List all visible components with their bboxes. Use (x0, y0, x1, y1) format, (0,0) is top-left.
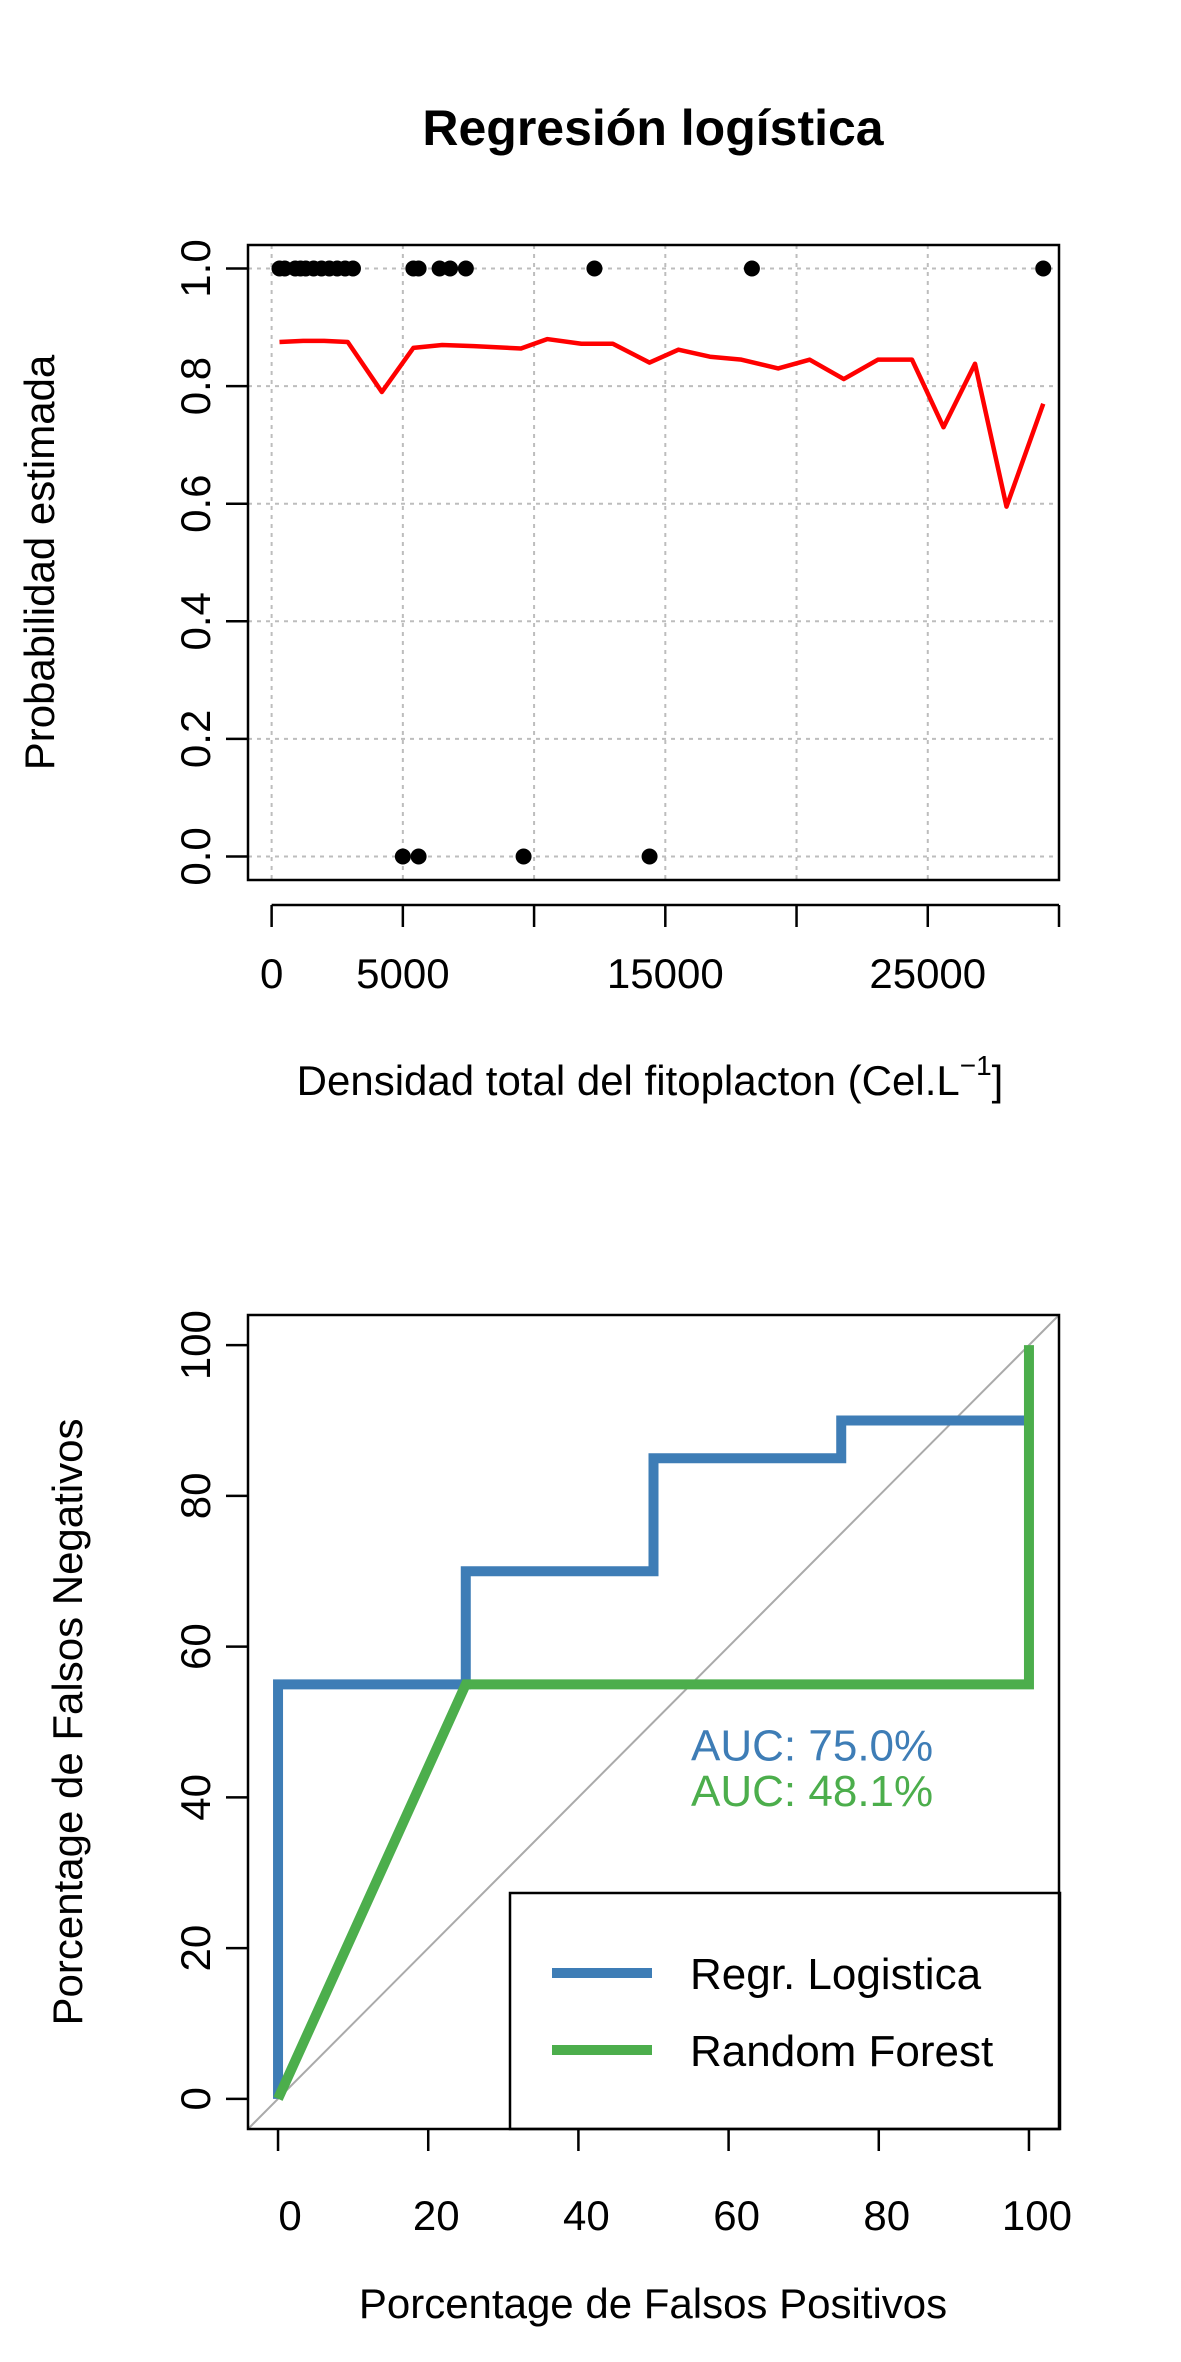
y-tick-label: 60 (172, 1623, 219, 1670)
data-point (1035, 260, 1052, 277)
reference-diagonal (247, 1314, 1060, 2130)
x-axis-label-main: Densidad total del fitoplacton (Cel.L (297, 1057, 960, 1104)
series (247, 1314, 1060, 2130)
y-tick-label: 80 (172, 1473, 219, 1520)
x-tick-label: 100 (1002, 2192, 1072, 2239)
grid (248, 245, 1060, 880)
x-tick-label: 15000 (607, 950, 724, 997)
legend-label-regr-logistica: Regr. Logistica (690, 1950, 982, 1999)
x-tick-labels: 0 20 40 60 80 100 (276, 2129, 1072, 2239)
y-tick-label: 0.8 (172, 357, 219, 415)
y-tick-label: 0.4 (172, 592, 219, 650)
auc-label: AUC: 75.0% (691, 1722, 933, 1771)
x-tick-label: 5000 (356, 950, 449, 997)
x-tick-label: 40 (563, 2192, 610, 2239)
y-tick-label: 0.0 (172, 827, 219, 885)
y-tick-label: 0.2 (172, 710, 219, 768)
series (271, 260, 1052, 865)
x-tick-label: 0 (278, 2192, 301, 2239)
y-tick-label: 100 (172, 1310, 219, 1380)
y-tick-label: 0.6 (172, 475, 219, 533)
y-axis-label: Probabilidad estimada (16, 354, 63, 770)
data-point (743, 260, 760, 277)
data-point (515, 848, 532, 865)
x-tick-labels: 0 5000 15000 25000 (260, 903, 1061, 997)
data-point (586, 260, 603, 277)
data-point (394, 848, 411, 865)
chart-title: Regresión logística (422, 100, 884, 156)
roc-chart: 0 20 40 60 80 100 0 20 40 60 80 100 AUC: 75.0%AUC:… (44, 1310, 1072, 2327)
y-tick-label: 1.0 (172, 239, 219, 297)
x-tick-label: 60 (713, 2192, 760, 2239)
legend-label-random-forest: Random Forest (690, 2027, 993, 2076)
auc-label: AUC: 48.1% (691, 1767, 933, 1816)
y-tick-label: 0 (172, 2087, 219, 2110)
x-axis-label: Porcentage de Falsos Positivos (359, 2280, 947, 2327)
data-point (641, 848, 658, 865)
x-axis-label-end: ] (992, 1057, 1004, 1104)
y-tick-labels: 0.0 0.2 0.4 0.6 0.8 1.0 (172, 239, 248, 886)
legend-box (508, 1891, 1062, 2131)
data-point (410, 260, 427, 277)
y-tick-label: 40 (172, 1774, 219, 1821)
x-tick-label: 20 (413, 2192, 460, 2239)
logistic-regression-chart: Regresión logística 0.0 0.2 0.4 0.6 0.8 1.0 0… (16, 100, 1061, 1104)
y-tick-labels: 0 20 40 60 80 100 (172, 1310, 248, 2111)
x-axis-label-superscript: −1 (960, 1050, 992, 1081)
roc-curve-regr-logistica (273, 1415, 1029, 2099)
x-tick-label: 0 (260, 950, 283, 997)
y-tick-label: 20 (172, 1925, 219, 1972)
probability-curve (279, 336, 1046, 509)
legend: Regr. Logistica Random Forest (508, 1891, 1062, 2131)
data-point (442, 260, 459, 277)
x-axis-label: Densidad total del fitoplacton (Cel.L−1] (297, 1050, 1004, 1104)
data-point (457, 260, 474, 277)
plot-frame (246, 1313, 1061, 2131)
y-axis-label: Porcentage de Falsos Negativos (44, 1418, 91, 2025)
roc-curve-random-forest (273, 1345, 1034, 2101)
data-point (410, 848, 427, 865)
x-tick-label: 80 (863, 2192, 910, 2239)
plot-frame (246, 243, 1061, 882)
data-point (344, 260, 361, 277)
annotations: AUC: 75.0%AUC: 48.1% (691, 1722, 933, 1816)
x-tick-label: 25000 (869, 950, 986, 997)
